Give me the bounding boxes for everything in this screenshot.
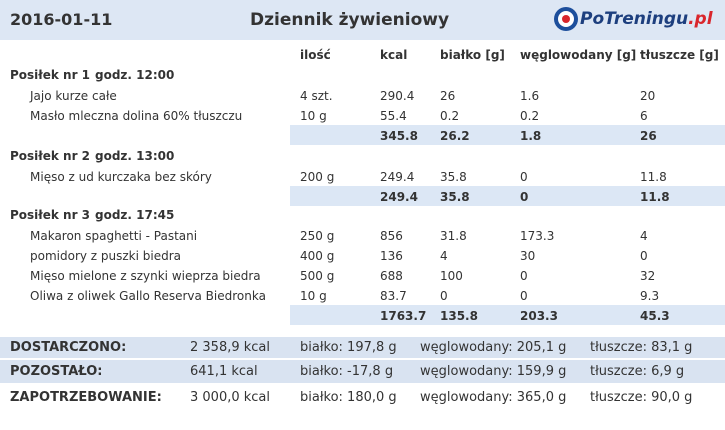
item-cell: 200 g — [300, 170, 335, 184]
summary-label: POZOSTAŁO: — [10, 364, 103, 379]
item-cell: 4 — [640, 229, 648, 243]
header-band — [0, 0, 725, 40]
item-cell: 10 g — [300, 109, 327, 123]
item-name: Mięso mielone z szynki wieprza biedra — [30, 269, 261, 283]
item-cell: 688 — [380, 269, 403, 283]
item-cell: 249.4 — [380, 170, 415, 184]
total-cell: 26 — [640, 129, 657, 143]
summary-value: białko: -17,8 g — [300, 364, 394, 379]
item-cell: 856 — [380, 229, 403, 243]
item-cell: 173.3 — [520, 229, 555, 243]
summary-value: 2 358,9 kcal — [190, 340, 271, 355]
item-cell: 35.8 — [440, 170, 467, 184]
item-cell: 250 g — [300, 229, 335, 243]
column-header: białko [g] — [440, 48, 505, 62]
meal-name: Posiłek nr 3 — [10, 208, 91, 222]
total-cell: 45.3 — [640, 309, 670, 323]
summary-value: węglowodany: 205,1 g — [420, 340, 567, 355]
item-cell: 0 — [520, 269, 528, 283]
summary-value: 641,1 kcal — [190, 364, 258, 379]
item-cell: 1.6 — [520, 89, 540, 103]
total-cell: 0 — [520, 190, 529, 204]
total-cell: 11.8 — [640, 190, 670, 204]
summary-value: białko: 197,8 g — [300, 340, 397, 355]
item-name: Makaron spaghetti - Pastani — [30, 229, 198, 243]
item-name: Jajo kurze całe — [30, 89, 117, 103]
item-name: Oliwa z oliwek Gallo Reserva Biedronka — [30, 289, 266, 303]
item-cell: 26 — [440, 89, 456, 103]
logo-icon — [554, 7, 578, 31]
item-cell: 290.4 — [380, 89, 415, 103]
column-header: węglowodany [g] — [520, 48, 637, 62]
item-cell: 10 g — [300, 289, 327, 303]
item-cell: 4 — [440, 249, 448, 263]
meal-name: Posiłek nr 2 — [10, 149, 91, 163]
total-band — [290, 186, 725, 206]
summary-value: tłuszcze: 83,1 g — [590, 340, 693, 355]
total-cell: 35.8 — [440, 190, 470, 204]
summary-value: białko: 180,0 g — [300, 390, 397, 405]
item-cell: 0 — [520, 170, 528, 184]
item-cell: 20 — [640, 89, 656, 103]
item-cell: 0 — [440, 289, 448, 303]
item-cell: 83.7 — [380, 289, 407, 303]
item-name: Masło mleczna dolina 60% tłuszczu — [30, 109, 243, 123]
total-band — [290, 125, 725, 145]
summary-value: 3 000,0 kcal — [190, 390, 271, 405]
item-name: pomidory z puszki biedra — [30, 249, 182, 263]
total-cell: 1.8 — [520, 129, 542, 143]
total-cell: 26.2 — [440, 129, 470, 143]
item-cell: 100 — [440, 269, 463, 283]
item-cell: 400 g — [300, 249, 335, 263]
summary-value: węglowodany: 159,9 g — [420, 364, 567, 379]
item-cell: 11.8 — [640, 170, 667, 184]
item-cell: 30 — [520, 249, 536, 263]
item-cell: 55.4 — [380, 109, 407, 123]
item-cell: 4 szt. — [300, 89, 333, 103]
meal-time: godz. 17:45 — [95, 208, 175, 222]
total-band — [290, 305, 725, 325]
item-cell: 31.8 — [440, 229, 467, 243]
logo: PoTreningu.pl — [580, 9, 713, 29]
column-header: kcal — [380, 48, 408, 62]
total-cell: 345.8 — [380, 129, 418, 143]
item-cell: 0.2 — [520, 109, 540, 123]
item-cell: 9.3 — [640, 289, 660, 303]
item-cell: 0 — [520, 289, 528, 303]
meal-name: Posiłek nr 1 — [10, 68, 91, 82]
item-cell: 0.2 — [440, 109, 460, 123]
meal-time: godz. 12:00 — [95, 68, 175, 82]
item-cell: 136 — [380, 249, 403, 263]
total-cell: 135.8 — [440, 309, 478, 323]
item-cell: 500 g — [300, 269, 335, 283]
item-cell: 6 — [640, 109, 648, 123]
summary-value: tłuszcze: 90,0 g — [590, 390, 693, 405]
logo-suffix: .pl — [688, 9, 713, 29]
item-cell: 0 — [640, 249, 648, 263]
column-header: ilość — [300, 48, 331, 62]
item-cell: 32 — [640, 269, 656, 283]
meal-time: godz. 13:00 — [95, 149, 175, 163]
title: Dziennik żywieniowy — [250, 10, 450, 30]
summary-value: węglowodany: 365,0 g — [420, 390, 567, 405]
logo-main: PoTreningu — [580, 9, 689, 29]
date: 2016-01-11 — [10, 10, 113, 29]
summary-label: ZAPOTRZEBOWANIE: — [10, 390, 162, 405]
total-cell: 249.4 — [380, 190, 418, 204]
summary-band — [0, 337, 725, 358]
column-header: tłuszcze [g] — [640, 48, 719, 62]
item-name: Mięso z ud kurczaka bez skóry — [30, 170, 212, 184]
summary-value: tłuszcze: 6,9 g — [590, 364, 685, 379]
total-cell: 1763.7 — [380, 309, 427, 323]
total-cell: 203.3 — [520, 309, 558, 323]
summary-band — [0, 360, 725, 383]
summary-label: DOSTARCZONO: — [10, 340, 127, 355]
